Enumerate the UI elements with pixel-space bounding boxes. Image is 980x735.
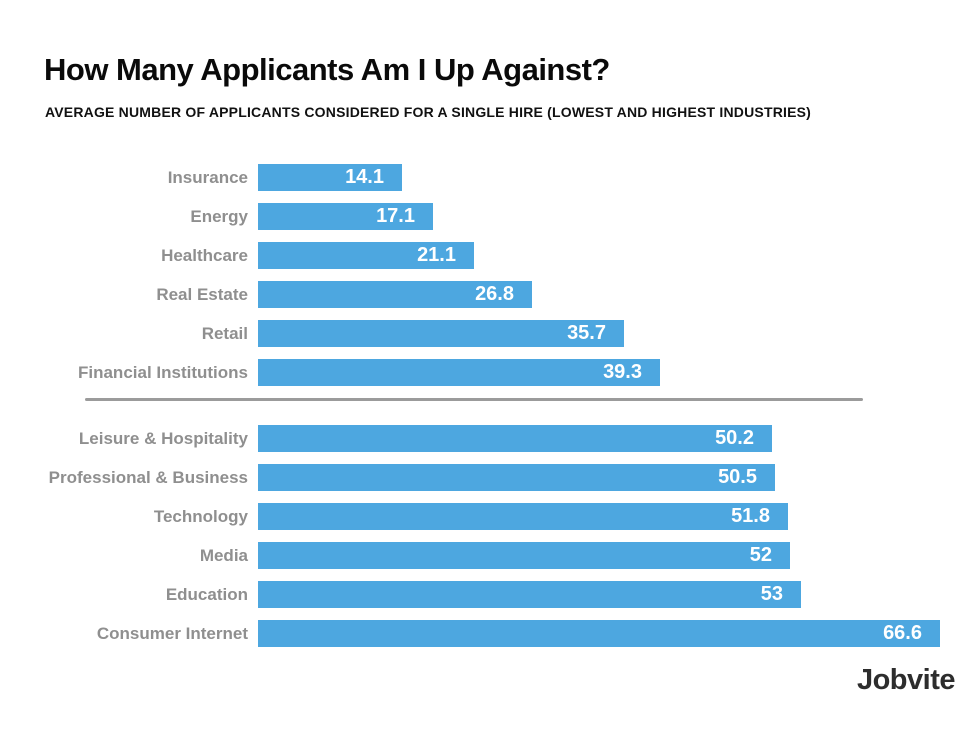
category-label-professional-business: Professional & Business (48, 467, 248, 487)
bar-value-media: 52 (749, 544, 772, 566)
bar-value-healthcare: 21.1 (417, 244, 456, 266)
lowest-industries-group: Insurance 14.1 Energy 17.1 Healthcare 21.1 Rea… (0, 164, 980, 386)
bar-real-estate: 26.8 (258, 281, 532, 308)
bar-row-financial-institutions: Financial Institutions 39.3 (0, 359, 980, 386)
bar-professional-business: 50.5 (258, 464, 775, 491)
bar-row-consumer-internet: Consumer Internet 66.6 (0, 620, 980, 647)
applicants-bar-chart: Insurance 14.1 Energy 17.1 Healthcare 21.1 Rea… (0, 164, 980, 659)
category-label-insurance: Insurance (167, 167, 248, 187)
bar-retail: 35.7 (258, 320, 624, 347)
category-label-energy: Energy (190, 206, 248, 226)
bar-value-real-estate: 26.8 (475, 283, 514, 305)
bar-row-healthcare: Healthcare 21.1 (0, 242, 980, 269)
bar-technology: 51.8 (258, 503, 788, 530)
category-label-media: Media (199, 545, 248, 565)
group-divider (85, 398, 863, 401)
bar-value-insurance: 14.1 (345, 166, 384, 188)
bar-insurance: 14.1 (258, 164, 402, 191)
category-label-retail: Retail (201, 323, 248, 343)
bar-row-leisure-hospitality: Leisure & Hospitality 50.2 (0, 425, 980, 452)
bar-row-professional-business: Professional & Business 50.5 (0, 464, 980, 491)
bar-consumer-internet: 66.6 (258, 620, 940, 647)
bar-value-leisure-hospitality: 50.2 (715, 427, 754, 449)
bar-row-energy: Energy 17.1 (0, 203, 980, 230)
bar-value-technology: 51.8 (731, 505, 770, 527)
bar-row-retail: Retail 35.7 (0, 320, 980, 347)
bar-value-energy: 17.1 (376, 205, 415, 227)
bar-healthcare: 21.1 (258, 242, 474, 269)
bar-row-real-estate: Real Estate 26.8 (0, 281, 980, 308)
category-label-real-estate: Real Estate (156, 284, 248, 304)
bar-row-technology: Technology 51.8 (0, 503, 980, 530)
bar-media: 52 (258, 542, 790, 569)
bar-value-professional-business: 50.5 (718, 466, 757, 488)
bar-leisure-hospitality: 50.2 (258, 425, 772, 452)
bar-value-consumer-internet: 66.6 (883, 622, 922, 644)
bar-value-education: 53 (760, 583, 783, 605)
bar-row-media: Media 52 (0, 542, 980, 569)
page-title: How Many Applicants Am I Up Against? (44, 52, 610, 87)
bar-row-insurance: Insurance 14.1 (0, 164, 980, 191)
jobvite-logo: Jobvite (856, 664, 956, 696)
bar-value-retail: 35.7 (567, 322, 606, 344)
bar-row-education: Education 53 (0, 581, 980, 608)
category-label-financial-institutions: Financial Institutions (77, 362, 248, 382)
page-subtitle: AVERAGE NUMBER OF APPLICANTS CONSIDERED … (45, 104, 812, 120)
bar-education: 53 (258, 581, 801, 608)
bar-financial-institutions: 39.3 (258, 359, 660, 386)
category-label-technology: Technology (153, 506, 248, 526)
category-label-leisure-hospitality: Leisure & Hospitality (78, 428, 248, 448)
bar-energy: 17.1 (258, 203, 433, 230)
category-label-consumer-internet: Consumer Internet (96, 623, 248, 643)
category-label-healthcare: Healthcare (161, 245, 248, 265)
highest-industries-group: Leisure & Hospitality 50.2 Professional & … (0, 425, 980, 647)
category-label-education: Education (165, 584, 248, 604)
bar-value-financial-institutions: 39.3 (603, 361, 642, 383)
